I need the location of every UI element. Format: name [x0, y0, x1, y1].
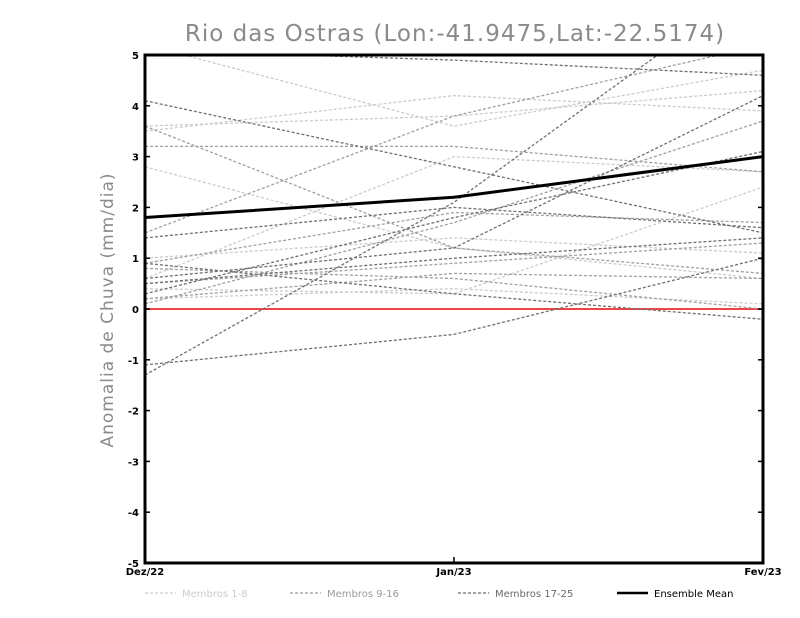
member-series-line — [145, 272, 763, 300]
y-tick-label: 4 — [132, 102, 139, 113]
member-series-line — [145, 145, 763, 173]
legend-label: Membros 1-8 — [182, 589, 248, 600]
member-series-line — [145, 120, 763, 305]
legend-label: Ensemble Mean — [654, 589, 733, 600]
y-tick-label: 0 — [132, 305, 139, 316]
y-axis-label: Anomalia de Chuva (mm/dia) — [98, 172, 118, 447]
y-tick-label: -5 — [128, 559, 139, 570]
y-tick-label: 1 — [132, 254, 139, 265]
x-tick-label: Jan/23 — [435, 567, 471, 578]
x-tick-label: Fev/23 — [744, 567, 781, 578]
member-series-line — [145, 150, 763, 295]
y-tick-label: -4 — [128, 508, 139, 519]
legend: Membros 1-8 Membros 9-16 Membros 17-25 Ense… — [145, 589, 733, 600]
member-series-line — [145, 166, 763, 280]
member-series-line — [145, 288, 763, 305]
y-tick-label: 2 — [132, 203, 139, 214]
y-tick-label: 5 — [132, 51, 139, 62]
ensemble-mean-line — [145, 155, 763, 220]
member-series-line — [145, 206, 763, 239]
member-series-line — [145, 55, 659, 376]
legend-label: Membros 9-16 — [327, 589, 399, 600]
member-series-line — [145, 125, 763, 275]
y-tick-label: -3 — [128, 457, 139, 468]
member-series-line — [145, 242, 763, 285]
y-tick-label: 3 — [132, 153, 139, 164]
member-series-line — [145, 100, 763, 234]
member-series-line — [145, 237, 763, 259]
legend-label: Membros 17-25 — [495, 589, 573, 600]
member-series-line — [145, 262, 763, 320]
member-series-line — [145, 186, 763, 295]
member-series-line — [145, 95, 763, 280]
member-series-line — [181, 55, 763, 127]
member-series-line — [145, 55, 722, 234]
member-series-line — [145, 94, 763, 132]
chart-title: Rio das Ostras (Lon:-41.9475,Lat:-22.517… — [185, 21, 725, 47]
member-series-line — [279, 55, 763, 76]
y-tick-label: -2 — [128, 407, 139, 418]
member-series-line — [145, 237, 763, 285]
y-tick-label: -1 — [128, 356, 139, 367]
member-series-line — [145, 89, 763, 127]
plot-lines — [145, 55, 763, 376]
member-series-line — [145, 155, 763, 280]
member-series-line — [145, 211, 763, 264]
member-series-line — [145, 267, 763, 310]
member-series-line — [145, 257, 763, 366]
x-tick-label: Dez/22 — [126, 567, 165, 578]
